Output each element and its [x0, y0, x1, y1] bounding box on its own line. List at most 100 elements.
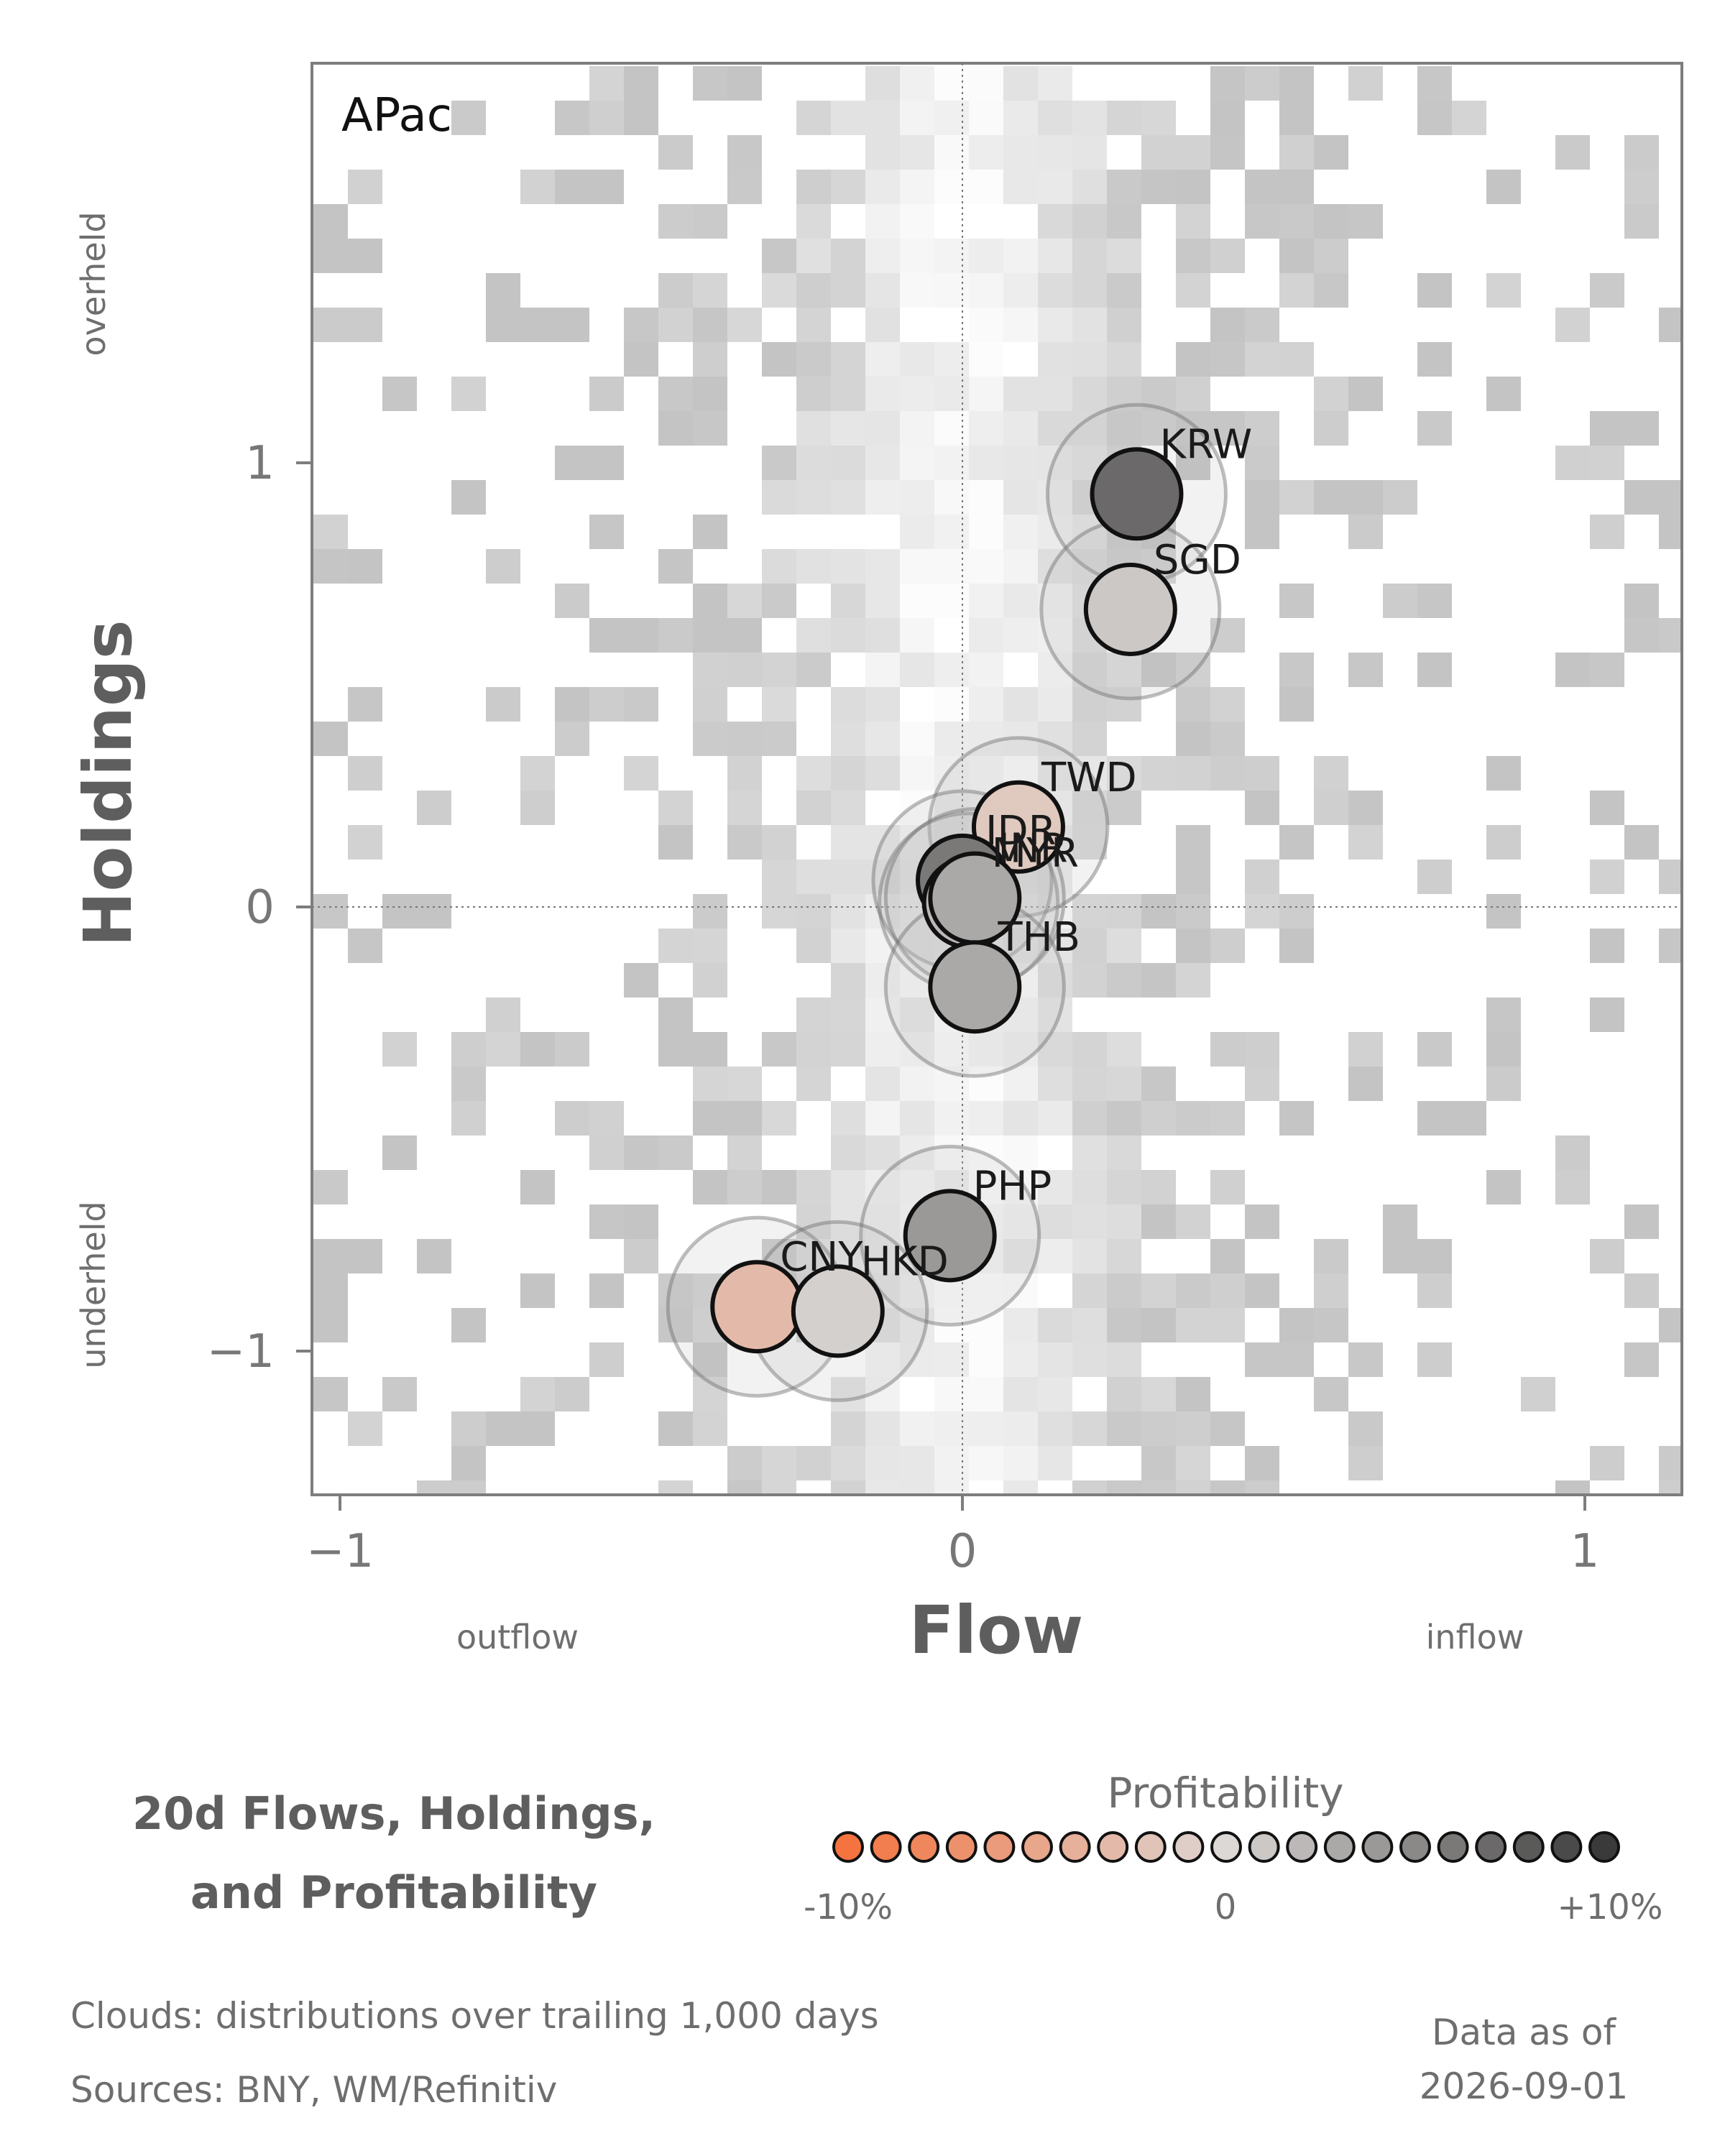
- density-cell: [1279, 653, 1314, 687]
- density-cell: [865, 1204, 900, 1239]
- legend-max-label: +10%: [1558, 1887, 1663, 1927]
- density-cell: [313, 1308, 348, 1342]
- density-cell: [1279, 101, 1314, 135]
- density-cell: [900, 1135, 934, 1170]
- density-cell: [1038, 1204, 1072, 1239]
- density-cell: [796, 756, 831, 791]
- density-cell: [1486, 825, 1521, 860]
- density-cell: [1176, 1446, 1210, 1480]
- density-cell: [1417, 584, 1452, 618]
- density-cell: [934, 273, 969, 308]
- density-cell: [727, 308, 762, 342]
- density-cell: [486, 1032, 520, 1067]
- density-cell: [1038, 411, 1072, 446]
- density-cell: [1279, 204, 1314, 239]
- density-cell: [693, 687, 727, 722]
- density-cell: [900, 239, 934, 273]
- density-cell: [1348, 1342, 1383, 1377]
- density-cell: [865, 1135, 900, 1170]
- density-cell: [451, 1067, 486, 1101]
- density-cell: [900, 1308, 934, 1342]
- density-cell: [762, 584, 796, 618]
- point-sgd[interactable]: [1083, 562, 1177, 656]
- y-tick-label: −1: [207, 1325, 275, 1378]
- density-cell: [417, 791, 451, 825]
- density-cell: [1072, 239, 1107, 273]
- density-cell: [313, 549, 348, 584]
- density-cell: [1003, 515, 1038, 549]
- density-cell: [589, 1135, 624, 1170]
- footer-asof-label: Data as of: [1432, 2012, 1616, 2053]
- density-cell: [969, 1411, 1003, 1446]
- density-cell: [1210, 756, 1245, 791]
- density-cell: [1348, 653, 1383, 687]
- density-cell: [555, 722, 589, 756]
- density-cell: [727, 66, 762, 101]
- plot-frame: [310, 62, 1683, 1496]
- density-cell: [658, 998, 693, 1032]
- point-krw[interactable]: [1090, 447, 1184, 541]
- density-cell: [1624, 411, 1659, 446]
- point-php[interactable]: [903, 1189, 997, 1283]
- density-cell: [831, 791, 865, 825]
- density-cell: [693, 308, 727, 342]
- density-cell: [1590, 515, 1624, 549]
- density-cell: [1107, 687, 1141, 722]
- density-cell: [727, 1067, 762, 1101]
- density-cell: [865, 1170, 900, 1204]
- density-cell: [1279, 66, 1314, 101]
- density-cell: [589, 377, 624, 411]
- density-cell: [658, 1308, 693, 1342]
- density-cell: [934, 1480, 969, 1493]
- x-axis-title: Flow: [909, 1592, 1084, 1669]
- density-cell: [796, 342, 831, 377]
- density-cell: [1003, 135, 1038, 170]
- density-cell: [658, 825, 693, 860]
- density-cell: [1348, 1446, 1383, 1480]
- point-hkd[interactable]: [791, 1264, 885, 1358]
- density-cell: [1624, 1204, 1659, 1239]
- density-cell: [1107, 1239, 1141, 1273]
- density-cell: [1141, 101, 1176, 135]
- point-thb[interactable]: [928, 940, 1022, 1034]
- density-cell: [900, 618, 934, 653]
- density-cell: [624, 1239, 658, 1273]
- density-cell: [1003, 1032, 1038, 1067]
- density-cell: [1072, 1101, 1107, 1135]
- density-cell: [1072, 791, 1107, 825]
- density-cell: [1348, 480, 1383, 515]
- density-cell: [486, 308, 520, 342]
- density-cell: [762, 1480, 796, 1493]
- density-cell: [624, 101, 658, 135]
- density-cell: [1038, 170, 1072, 204]
- density-cell: [348, 549, 382, 584]
- density-cell: [520, 170, 555, 204]
- density-cell: [831, 963, 865, 998]
- density-cell: [900, 1101, 934, 1135]
- chart-title-line-2: and Profitability: [190, 1866, 597, 1919]
- density-cell: [762, 1032, 796, 1067]
- density-cell: [555, 308, 589, 342]
- density-cell: [1003, 239, 1038, 273]
- density-cell: [1417, 101, 1452, 135]
- density-cell: [762, 860, 796, 894]
- y-tick-label: 1: [245, 437, 275, 490]
- footer-sources: Sources: BNY, WM/Refinitiv: [70, 2069, 557, 2111]
- density-cell: [520, 1032, 555, 1067]
- density-cell: [1176, 135, 1210, 170]
- density-cell: [969, 446, 1003, 480]
- density-cell: [1314, 204, 1348, 239]
- density-cell: [1107, 411, 1141, 446]
- density-cell: [589, 1342, 624, 1377]
- density-cell: [1072, 1239, 1107, 1273]
- region-label: APac: [341, 89, 452, 142]
- density-cell: [520, 1273, 555, 1308]
- density-cell: [451, 1308, 486, 1342]
- density-cell: [727, 1170, 762, 1204]
- density-cell: [831, 929, 865, 963]
- density-cell: [1107, 894, 1141, 929]
- density-cell: [486, 549, 520, 584]
- density-cell: [1107, 101, 1141, 135]
- density-cell: [1383, 480, 1417, 515]
- density-cell: [831, 273, 865, 308]
